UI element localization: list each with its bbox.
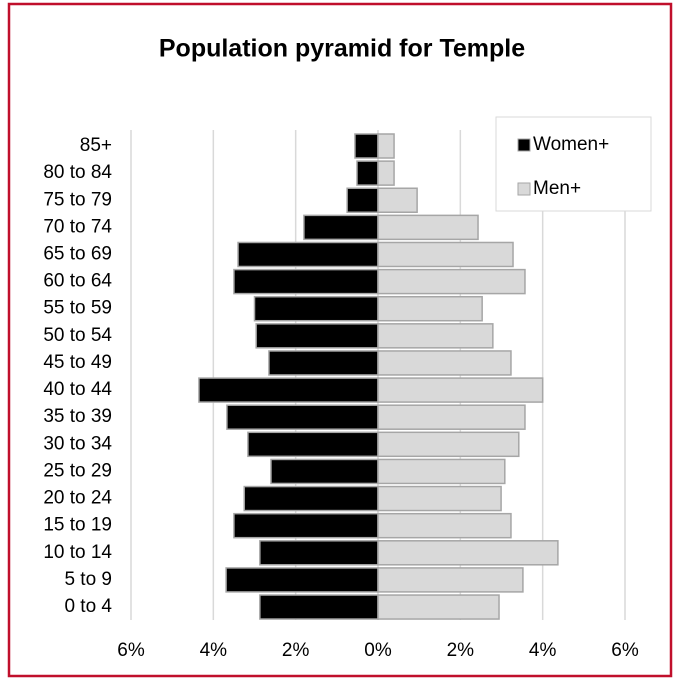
chart-title: Population pyramid for Temple (159, 35, 525, 63)
bar (233, 512, 379, 539)
y-tick-label: 70 to 74 (43, 216, 112, 237)
bar (259, 540, 379, 566)
legend-swatch (517, 138, 531, 152)
bar (253, 295, 379, 322)
bar (377, 512, 512, 539)
y-tick-label: 60 to 64 (43, 271, 112, 292)
bar (377, 404, 526, 430)
legend-swatch (517, 182, 531, 196)
x-tick-label: 4% (529, 640, 557, 661)
bar (354, 133, 379, 159)
legend-label: Men+ (533, 178, 581, 199)
x-tick-label: 6% (611, 640, 639, 661)
bar (233, 268, 379, 295)
bar (377, 323, 494, 349)
x-tick-label: 2% (447, 640, 475, 661)
bar (268, 350, 379, 376)
y-tick-label: 50 to 54 (43, 325, 112, 346)
bar (377, 350, 512, 376)
y-tick-label: 25 to 29 (43, 460, 112, 481)
bar (247, 431, 379, 458)
bar (377, 268, 526, 295)
bar (377, 458, 506, 485)
y-tick-label: 30 to 34 (43, 433, 112, 454)
bar (255, 323, 379, 349)
bar (377, 431, 520, 458)
y-tick-label: 10 to 14 (43, 542, 112, 563)
bar (377, 214, 479, 241)
bar (346, 187, 379, 213)
y-tick-label: 0 to 4 (64, 596, 112, 617)
y-tick-label: 20 to 24 (43, 488, 112, 509)
y-tick-label: 55 to 59 (43, 298, 112, 319)
bar (377, 160, 395, 186)
y-tick-label: 75 to 79 (43, 189, 112, 210)
bar (270, 458, 379, 485)
y-tick-label: 15 to 19 (43, 515, 112, 536)
y-tick-label: 65 to 69 (43, 243, 112, 264)
y-tick-label: 35 to 39 (43, 406, 112, 427)
bar (243, 485, 379, 512)
bars (198, 133, 559, 620)
bar (225, 567, 379, 593)
x-tick-label: 0% (364, 640, 392, 661)
bar (377, 540, 559, 566)
legend-label: Women+ (533, 134, 609, 155)
x-tick-label: 6% (117, 640, 145, 661)
bar (356, 160, 379, 186)
bar (377, 594, 500, 620)
bar (226, 404, 379, 430)
x-tick-label: 4% (200, 640, 228, 661)
bar (259, 594, 379, 620)
bar (377, 295, 483, 322)
y-tick-label: 5 to 9 (64, 569, 112, 590)
y-tick-label: 85+ (80, 135, 112, 156)
bar (303, 214, 379, 241)
y-tick-label: 45 to 49 (43, 352, 112, 373)
bar (377, 133, 395, 159)
bar (377, 187, 418, 213)
x-tick-label: 2% (282, 640, 310, 661)
y-tick-label: 40 to 44 (43, 379, 112, 400)
y-tick-label: 80 to 84 (43, 162, 112, 183)
bar (377, 567, 524, 593)
bar (377, 377, 544, 403)
bar (377, 485, 502, 512)
bar (237, 241, 379, 268)
bar (377, 241, 514, 268)
bar (198, 377, 379, 403)
